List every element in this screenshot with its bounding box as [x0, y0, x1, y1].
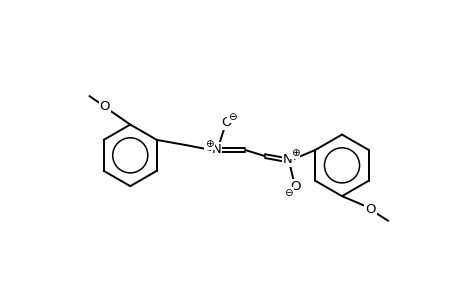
Text: O: O: [290, 180, 300, 194]
Text: ⊕: ⊕: [205, 139, 213, 149]
Text: O: O: [364, 203, 375, 216]
Text: O: O: [221, 116, 231, 129]
Text: N: N: [283, 153, 292, 166]
Text: ⊖: ⊖: [284, 188, 293, 198]
Text: ⊕: ⊕: [290, 148, 299, 158]
Text: ⊖: ⊖: [228, 112, 236, 122]
Text: N: N: [211, 143, 221, 157]
Text: O: O: [100, 100, 110, 113]
